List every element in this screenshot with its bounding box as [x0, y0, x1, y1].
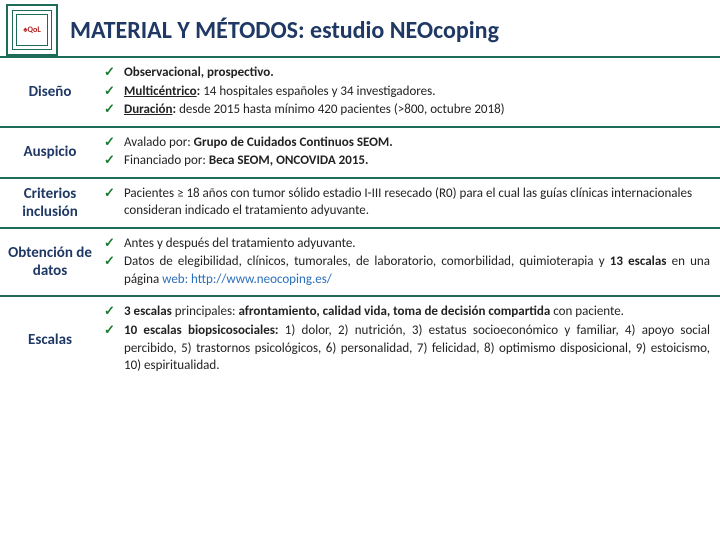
- check-icon: ✓: [104, 101, 118, 119]
- table-row: Obtención de datos✓ Antes y después del t…: [0, 229, 720, 298]
- row-items: ✓ Antes y después del tratamiento adyuvan…: [100, 229, 720, 296]
- logo-text: ♠QoL: [21, 24, 42, 36]
- item-text: 10 escalas biopsicosociales: 1) dolor, 2…: [124, 322, 710, 375]
- list-item: ✓ 3 escalas principales: afrontamiento, c…: [104, 303, 710, 321]
- item-text: Datos de elegibilidad, clínicos, tumoral…: [124, 253, 710, 288]
- item-text: Observacional, prospectivo.: [124, 64, 710, 82]
- table-row: Diseño✓ Observacional, prospectivo. ✓ Multi…: [0, 58, 720, 128]
- table-row: Escalas✓ 3 escalas principales: afrontami…: [0, 297, 720, 381]
- row-label: Escalas: [0, 297, 100, 381]
- row-items: ✓ Avalado por: Grupo de Cuidados Continuo…: [100, 128, 720, 177]
- list-item: ✓ Financiado por: Beca SEOM, ONCOVIDA 201…: [104, 152, 710, 170]
- table-row: Auspicio✓ Avalado por: Grupo de Cuidados …: [0, 128, 720, 179]
- row-items: ✓ 3 escalas principales: afrontamiento, c…: [100, 297, 720, 381]
- header: ♠QoL MATERIAL Y MÉTODOS: estudio NEOcopi…: [0, 0, 720, 58]
- check-icon: ✓: [104, 235, 118, 253]
- list-item: ✓ Antes y después del tratamiento adyuvan…: [104, 235, 710, 253]
- item-text: Multicéntrico: 14 hospitales españoles y…: [124, 83, 710, 101]
- list-item: ✓ Avalado por: Grupo de Cuidados Continuo…: [104, 134, 710, 152]
- item-text: Duración: desde 2015 hasta mínimo 420 pa…: [124, 101, 710, 119]
- row-label: Obtención de datos: [0, 229, 100, 296]
- page-title: MATERIAL Y MÉTODOS: estudio NEOcoping: [70, 16, 499, 45]
- row-items: ✓ Observacional, prospectivo. ✓ Multicéntri…: [100, 58, 720, 126]
- item-text: Pacientes ≥ 18 años con tumor sólido est…: [124, 185, 710, 220]
- content-table: Diseño✓Observacional, prospectivo.✓Multi…: [0, 58, 720, 382]
- check-icon: ✓: [104, 64, 118, 82]
- check-icon: ✓: [104, 83, 118, 101]
- row-items: ✓ Pacientes ≥ 18 años con tumor sólido es…: [100, 179, 720, 227]
- list-item: ✓ Pacientes ≥ 18 años con tumor sólido es…: [104, 185, 710, 220]
- list-item: ✓ Duración: desde 2015 hasta mínimo 420 p…: [104, 101, 710, 119]
- row-label: Criterios inclusión: [0, 179, 100, 227]
- list-item: ✓ Observacional, prospectivo.: [104, 64, 710, 82]
- item-text: Antes y después del tratamiento adyuvant…: [124, 235, 710, 253]
- check-icon: ✓: [104, 185, 118, 203]
- check-icon: ✓: [104, 303, 118, 321]
- row-label: Diseño: [0, 58, 100, 126]
- check-icon: ✓: [104, 253, 118, 271]
- check-icon: ✓: [104, 152, 118, 170]
- logo: ♠QoL: [6, 4, 58, 56]
- list-item: ✓ Datos de elegibilidad, clínicos, tumora…: [104, 253, 710, 288]
- table-row: Criterios inclusión✓ Pacientes ≥ 18 años …: [0, 179, 720, 229]
- item-text: 3 escalas principales: afrontamiento, ca…: [124, 303, 710, 321]
- row-label: Auspicio: [0, 128, 100, 177]
- list-item: ✓ Multicéntrico: 14 hospitales españoles …: [104, 83, 710, 101]
- check-icon: ✓: [104, 322, 118, 340]
- item-text: Financiado por: Beca SEOM, ONCOVIDA 2015…: [124, 152, 710, 170]
- item-text: Avalado por: Grupo de Cuidados Continuos…: [124, 134, 710, 152]
- list-item: ✓ 10 escalas biopsicosociales: 1) dolor, …: [104, 322, 710, 375]
- check-icon: ✓: [104, 134, 118, 152]
